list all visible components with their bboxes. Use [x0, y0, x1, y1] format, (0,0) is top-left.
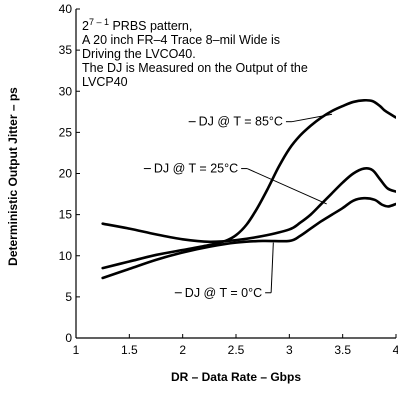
plot-area — [76, 9, 396, 338]
series-0c-line — [101, 196, 396, 280]
plot-background — [76, 9, 396, 338]
series-85c-group — [101, 98, 396, 270]
y-tick-label: 5 — [65, 290, 72, 304]
series-0c-group — [101, 196, 396, 280]
x-axis-title: DR – Data Rate – Gbps — [171, 370, 301, 384]
y-axis-title: Deterministic Output Jitter – ps — [6, 87, 20, 266]
note-line-1: 27 – 1 PRBS pattern, — [82, 17, 192, 33]
x-tick-label: 4 — [393, 343, 398, 357]
x-tick-label: 1 — [73, 343, 80, 357]
note-prbs-rest: PRBS pattern, — [109, 19, 192, 33]
note-prbs-base: 2 — [82, 19, 89, 33]
note-prbs-exponent: 7 – 1 — [89, 17, 109, 27]
note-line-3: Driving the LVCO40. — [82, 47, 196, 61]
note-line-4: The DJ is Measured on the Output of the — [82, 61, 308, 75]
series-85c-line — [101, 98, 396, 270]
y-tick-label: 15 — [59, 208, 73, 222]
series-0c-leader — [270, 242, 274, 293]
note-line-2: A 20 inch FR–4 Trace 8–mil Wide is — [82, 33, 280, 47]
series-85c-leader — [291, 113, 333, 123]
annotation-layer: DJ @ T = 85°C DJ @ T = 25°C DJ @ T = 0°C 27… — [82, 17, 333, 300]
x-tick-label: 1.5 — [121, 343, 138, 357]
series-25c-label: DJ @ T = 25°C — [154, 162, 238, 176]
y-tick-label: 30 — [59, 84, 73, 98]
series-0c-label: DJ @ T = 0°C — [185, 286, 262, 300]
series-25c-group — [101, 167, 396, 244]
y-tick-label: 10 — [59, 249, 73, 263]
y-tick-label: 25 — [59, 125, 73, 139]
series-layer — [101, 98, 396, 280]
series-85c-label: DJ @ T = 85°C — [199, 115, 283, 129]
y-tick-label: 20 — [59, 167, 73, 181]
x-tick-label: 2.5 — [228, 343, 245, 357]
y-tick-label: 40 — [59, 2, 73, 16]
x-tick-label: 3.5 — [334, 343, 351, 357]
y-tick-label: 0 — [65, 331, 72, 345]
series-25c-leader — [246, 168, 327, 205]
note-line-5: LVCP40 — [82, 75, 128, 89]
x-tick-label: 2 — [179, 343, 186, 357]
x-tick-label: 3 — [286, 343, 293, 357]
series-25c-line — [101, 167, 396, 244]
y-tick-label: 35 — [59, 43, 73, 57]
